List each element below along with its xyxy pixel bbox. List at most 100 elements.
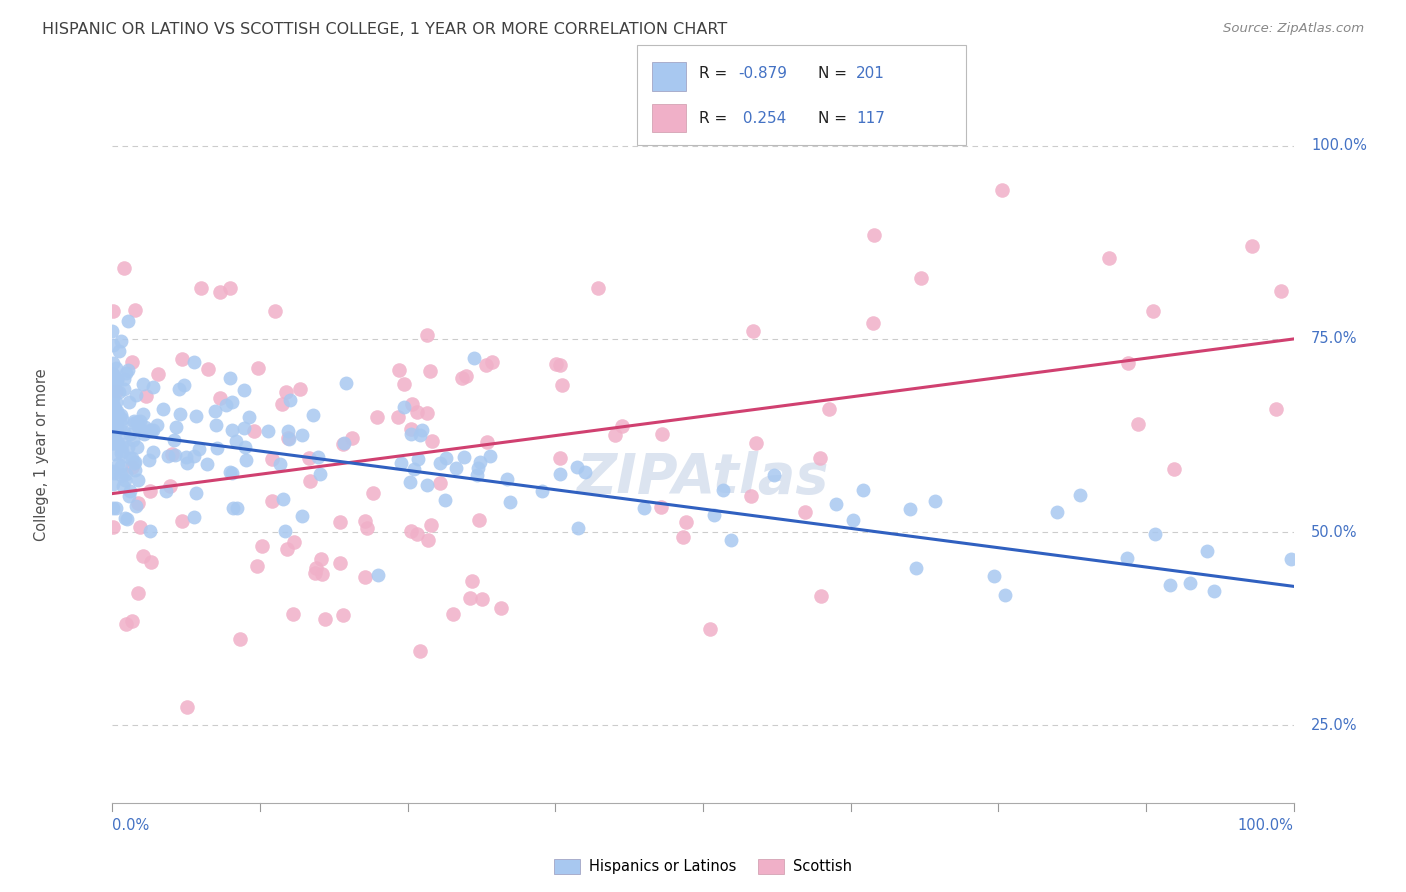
Point — [387, 410, 409, 425]
Point — [389, 456, 412, 470]
Point — [399, 524, 422, 538]
Point — [1270, 284, 1292, 298]
Point — [125, 388, 148, 402]
Point — [112, 425, 135, 440]
Point — [441, 607, 464, 621]
Point — [101, 379, 124, 393]
Point — [1178, 575, 1201, 590]
Point — [304, 561, 326, 575]
Point — [367, 567, 389, 582]
Point — [122, 456, 145, 470]
Point — [453, 450, 475, 465]
Point — [125, 440, 148, 454]
Point — [298, 451, 321, 466]
Point — [288, 382, 311, 396]
Point — [101, 500, 124, 515]
Point — [115, 616, 138, 631]
Point — [276, 541, 298, 556]
Point — [155, 483, 177, 498]
Point — [328, 515, 350, 529]
Point — [138, 524, 160, 538]
Text: 0.254: 0.254 — [738, 112, 786, 126]
Text: -0.879: -0.879 — [738, 66, 787, 81]
Point — [415, 406, 437, 420]
Point — [101, 397, 124, 411]
Point — [793, 505, 815, 519]
Text: College, 1 year or more: College, 1 year or more — [34, 368, 49, 541]
Point — [852, 483, 875, 498]
Point — [406, 451, 429, 466]
Point — [451, 371, 474, 385]
Point — [104, 384, 127, 398]
Point — [354, 570, 377, 584]
Text: Source: ZipAtlas.com: Source: ZipAtlas.com — [1223, 22, 1364, 36]
Text: 201: 201 — [856, 66, 886, 81]
Text: 0.0%: 0.0% — [112, 818, 149, 833]
Point — [101, 421, 124, 435]
Point — [165, 448, 187, 462]
Point — [101, 390, 124, 404]
Point — [129, 520, 152, 534]
Point — [496, 472, 519, 486]
Text: N =: N = — [818, 112, 852, 126]
Point — [129, 423, 152, 437]
Point — [139, 423, 162, 437]
Text: N =: N = — [818, 66, 852, 81]
Point — [416, 533, 439, 547]
Point — [219, 465, 242, 479]
Point — [111, 444, 134, 458]
Point — [232, 383, 254, 397]
Point — [232, 421, 254, 435]
Point — [256, 424, 278, 438]
Point — [142, 445, 165, 459]
Point — [103, 401, 125, 415]
Point — [994, 588, 1017, 602]
Point — [1142, 304, 1164, 318]
Point — [103, 400, 125, 414]
Point — [110, 417, 132, 431]
Point — [235, 440, 257, 454]
Point — [633, 501, 655, 516]
Point — [101, 338, 124, 352]
Point — [433, 492, 456, 507]
Point — [465, 468, 488, 483]
Point — [128, 414, 150, 428]
Text: R =: R = — [699, 66, 733, 81]
Point — [124, 455, 146, 469]
Point — [711, 483, 734, 497]
Point — [274, 524, 297, 538]
Point — [280, 392, 302, 407]
Point — [394, 376, 416, 391]
Point — [477, 434, 499, 449]
Point — [134, 420, 156, 434]
Point — [242, 424, 264, 438]
Point — [610, 419, 633, 434]
Point — [740, 489, 762, 503]
Point — [264, 304, 287, 318]
Point — [471, 591, 494, 606]
Point — [302, 408, 325, 422]
Point — [990, 183, 1012, 197]
Point — [110, 458, 132, 473]
Point — [101, 304, 124, 318]
Point — [183, 354, 205, 368]
Point — [114, 473, 136, 487]
Point — [103, 476, 125, 491]
Point — [101, 392, 124, 407]
Point — [650, 500, 672, 515]
Point — [463, 351, 485, 366]
Point — [221, 395, 243, 409]
Point — [416, 328, 439, 343]
Point — [101, 416, 124, 430]
Point — [135, 388, 157, 402]
Point — [139, 484, 162, 499]
Point — [183, 449, 205, 463]
Point — [176, 699, 198, 714]
Point — [1202, 584, 1225, 599]
Point — [104, 434, 127, 449]
Point — [238, 410, 260, 425]
Point — [311, 551, 333, 566]
Point — [139, 555, 162, 569]
Point — [117, 313, 139, 327]
Point — [104, 395, 127, 409]
